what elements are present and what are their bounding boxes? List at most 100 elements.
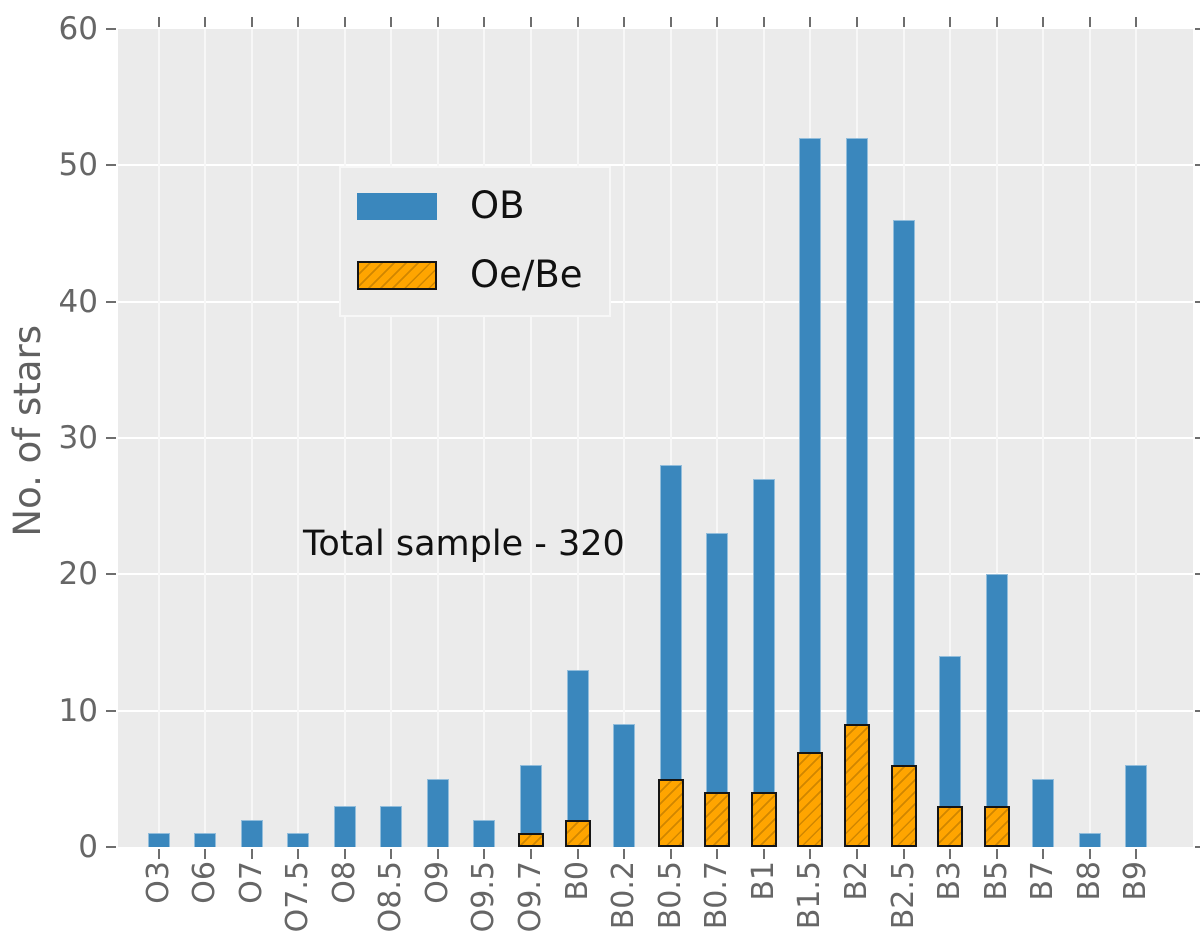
y-tick-label-10: 10: [58, 692, 98, 729]
v-gridline-O9.7: [530, 29, 533, 847]
x-tick-bottom-O7.5: [297, 849, 300, 859]
legend: OB Oe/Be: [339, 166, 611, 317]
x-tick-bottom-O9.7: [530, 849, 533, 859]
x-tick-top-O7: [250, 17, 253, 27]
x-tick-bottom-O9.5: [483, 849, 486, 859]
y-tick-left-0: [106, 846, 116, 848]
x-tick-label-B9: B9: [1118, 861, 1154, 901]
x-tick-label-B1.5: B1.5: [792, 861, 828, 930]
x-tick-top-B1.5: [809, 17, 812, 27]
y-tick-left-30: [106, 437, 116, 439]
y-tick-right-30: [1195, 437, 1200, 439]
y-tick-label-30: 30: [58, 420, 98, 456]
v-gridline-B9: [1135, 29, 1138, 847]
legend-label-ob: OB: [470, 184, 525, 227]
y-tick-left-50: [106, 164, 116, 167]
y-tick-right-10: [1195, 709, 1200, 712]
x-tick-label-B2: B2: [839, 861, 875, 901]
x-tick-bottom-B5: [995, 849, 998, 859]
bar-oebe-B1: [750, 792, 777, 847]
legend-item-ob: OB: [357, 187, 583, 225]
bar-oebe-B0.7: [704, 792, 731, 847]
y-tick-right-50: [1195, 164, 1200, 167]
x-tick-bottom-B9: [1135, 849, 1138, 859]
v-gridline-B0.5: [669, 29, 672, 847]
x-tick-top-O6: [204, 17, 207, 27]
x-tick-top-B0.5: [669, 17, 672, 27]
y-tick-right-40: [1195, 300, 1200, 303]
x-tick-label-B3: B3: [932, 861, 968, 901]
x-tick-bottom-O9: [436, 849, 439, 859]
x-tick-bottom-O8.5: [390, 849, 393, 859]
bar-ob-B2: [846, 138, 869, 847]
x-tick-top-B0.2: [623, 17, 626, 27]
x-tick-top-B8: [1088, 17, 1091, 27]
v-gridline-B1: [762, 29, 765, 847]
bar-ob-B1: [752, 478, 775, 847]
bar-ob-B2.5: [892, 219, 915, 847]
legend-swatch-ob: [357, 192, 437, 220]
x-tick-bottom-B0: [576, 849, 579, 859]
v-gridline-B0.2: [623, 29, 626, 847]
bar-ob-B0.2: [613, 724, 636, 847]
x-tick-bottom-B3: [949, 849, 952, 859]
bar-ob-O9.5: [473, 819, 496, 847]
v-gridline-O7.5: [297, 29, 300, 847]
x-tick-bottom-B1: [762, 849, 765, 859]
x-tick-top-O8: [343, 17, 346, 27]
v-gridline-B3: [949, 29, 952, 847]
v-gridline-O6: [204, 29, 207, 847]
bar-oebe-B3: [937, 806, 964, 847]
bar-ob-O3: [147, 833, 170, 847]
y-tick-right-0: [1195, 846, 1200, 848]
bar-ob-O6: [194, 833, 217, 847]
x-tick-label-O8: O8: [326, 861, 362, 904]
x-tick-top-O8.5: [390, 17, 393, 27]
x-tick-top-B2: [856, 17, 859, 27]
bar-oebe-B1.5: [797, 751, 824, 847]
y-tick-left-10: [106, 709, 116, 712]
x-tick-bottom-B0.5: [669, 849, 672, 859]
bar-ob-B0.7: [706, 533, 729, 847]
bar-oebe-B2: [844, 724, 871, 847]
x-tick-label-O9: O9: [419, 861, 455, 904]
v-gridline-O9: [436, 29, 439, 847]
x-tick-label-O6: O6: [187, 861, 223, 904]
x-tick-label-B0.5: B0.5: [652, 861, 688, 930]
bar-ob-B3: [939, 656, 962, 847]
x-tick-bottom-O3: [157, 849, 160, 859]
x-tick-top-B9: [1135, 17, 1138, 27]
x-tick-top-O3: [157, 17, 160, 27]
v-gridline-O7: [250, 29, 253, 847]
x-tick-label-B0: B0: [559, 861, 595, 901]
plot-area: Total sample - 320 OB Oe/Be: [118, 29, 1193, 847]
x-tick-bottom-O8: [343, 849, 346, 859]
bar-ob-O7: [240, 819, 263, 847]
x-tick-label-B5: B5: [978, 861, 1014, 901]
x-tick-top-B3: [949, 17, 952, 27]
v-gridline-O8.5: [390, 29, 393, 847]
x-tick-label-O3: O3: [140, 861, 176, 904]
bar-oebe-B5: [983, 806, 1010, 847]
x-tick-label-O7: O7: [233, 861, 269, 904]
y-tick-left-40: [106, 300, 116, 303]
bar-oebe-B0: [564, 819, 591, 847]
y-tick-left-60: [106, 28, 116, 30]
legend-item-oebe: Oe/Be: [357, 256, 583, 294]
h-gridline-20: [118, 573, 1193, 576]
x-tick-bottom-B1.5: [809, 849, 812, 859]
x-tick-label-B1: B1: [745, 861, 781, 901]
x-tick-bottom-B0.2: [623, 849, 626, 859]
v-gridline-O3: [157, 29, 160, 847]
h-gridline-10: [118, 709, 1193, 712]
x-tick-label-O7.5: O7.5: [280, 861, 316, 933]
bar-ob-O9.7: [520, 765, 543, 847]
bar-ob-B0.5: [659, 465, 682, 847]
x-tick-bottom-O7: [250, 849, 253, 859]
y-tick-left-20: [106, 573, 116, 576]
x-tick-label-O9.5: O9.5: [466, 861, 502, 933]
x-tick-label-B8: B8: [1071, 861, 1107, 901]
x-tick-top-O9.7: [530, 17, 533, 27]
y-tick-label-50: 50: [58, 147, 98, 184]
